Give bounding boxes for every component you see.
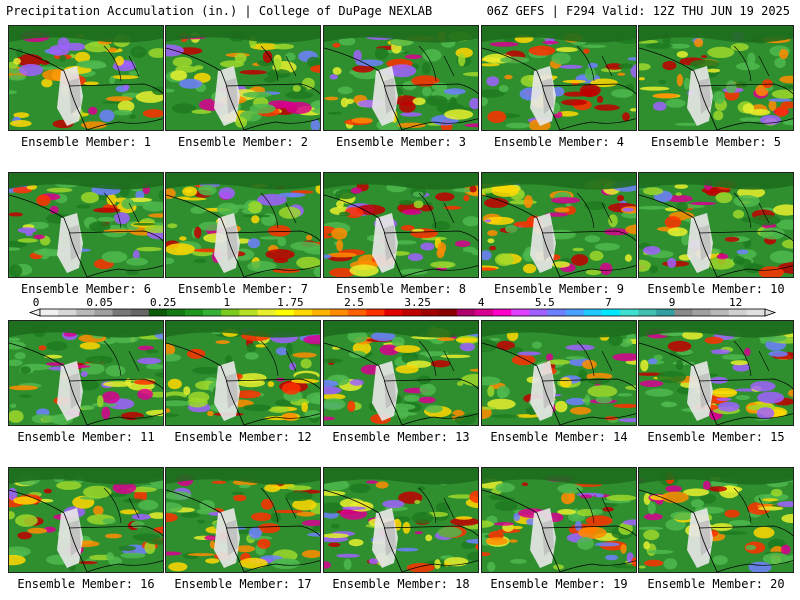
ensemble-map-panel bbox=[638, 25, 794, 131]
colorbar-swatch bbox=[547, 309, 566, 316]
colorbar-swatch bbox=[638, 309, 657, 316]
colorbar-tick-label: 5.5 bbox=[535, 296, 555, 309]
ensemble-map-panel bbox=[165, 172, 321, 278]
colorbar-swatch bbox=[366, 309, 385, 316]
ensemble-map-panel bbox=[481, 172, 637, 278]
ensemble-map-panel bbox=[638, 320, 794, 426]
colorbar-swatch bbox=[293, 309, 313, 316]
colorbar-swatch bbox=[185, 309, 204, 316]
colorbar-swatch bbox=[511, 309, 530, 316]
ensemble-map-panel bbox=[165, 467, 321, 573]
ensemble-map-panel bbox=[323, 172, 479, 278]
colorbar-swatch bbox=[239, 309, 258, 316]
ensemble-member-label: Ensemble Member: 16 bbox=[17, 577, 155, 591]
colorbar-swatch bbox=[456, 309, 476, 316]
ensemble-map-panel bbox=[323, 320, 479, 426]
colorbar-tick-label: 4 bbox=[478, 296, 485, 309]
ensemble-member-label: Ensemble Member: 4 bbox=[493, 135, 625, 149]
colorbar-swatch bbox=[94, 309, 113, 316]
ensemble-map-panel bbox=[165, 25, 321, 131]
colorbar-swatch bbox=[565, 309, 585, 316]
ensemble-map-panel bbox=[8, 25, 164, 131]
ensemble-member-label: Ensemble Member: 1 bbox=[20, 135, 152, 149]
precip-colorbar: 0 0.05 0.25 1 1.75 2.5 3.25 4 5.5 7 9 12 bbox=[28, 296, 777, 317]
colorbar-tick-label: 1 bbox=[223, 296, 230, 309]
colorbar-swatch bbox=[438, 309, 458, 316]
ensemble-member-label: Ensemble Member: 14 bbox=[490, 430, 628, 444]
colorbar-swatch bbox=[529, 309, 548, 316]
ensemble-map-panel bbox=[323, 467, 479, 573]
ensemble-member-label: Ensemble Member: 13 bbox=[332, 430, 470, 444]
colorbar-swatch bbox=[148, 309, 168, 316]
ensemble-member-label: Ensemble Member: 3 bbox=[335, 135, 467, 149]
ensemble-map-panel bbox=[481, 25, 637, 131]
colorbar-swatch bbox=[58, 309, 77, 316]
colorbar-swatch bbox=[674, 309, 693, 316]
ensemble-map-panel bbox=[638, 172, 794, 278]
ensemble-member-label: Ensemble Member: 15 bbox=[647, 430, 785, 444]
ensemble-member-label: Ensemble Member: 8 bbox=[335, 282, 467, 296]
colorbar-swatch bbox=[311, 309, 331, 316]
colorbar-swatch bbox=[420, 309, 440, 316]
colorbar-tick-label: 0.25 bbox=[150, 296, 177, 309]
ensemble-member-label: Ensemble Member: 18 bbox=[332, 577, 470, 591]
ensemble-member-label: Ensemble Member: 19 bbox=[490, 577, 628, 591]
colorbar-swatch bbox=[728, 309, 748, 316]
colorbar-swatch bbox=[601, 309, 621, 316]
ensemble-member-label: Ensemble Member: 11 bbox=[17, 430, 155, 444]
colorbar-swatch bbox=[475, 309, 494, 316]
colorbar-swatch bbox=[330, 309, 349, 316]
ensemble-map-panel bbox=[638, 467, 794, 573]
ensemble-member-label: Ensemble Member: 17 bbox=[174, 577, 312, 591]
colorbar-tick-label: 9 bbox=[669, 296, 676, 309]
colorbar-swatch bbox=[76, 309, 95, 316]
colorbar-swatch bbox=[275, 309, 295, 316]
colorbar-swatch bbox=[620, 309, 639, 316]
colorbar-swatch bbox=[257, 309, 276, 316]
colorbar-swatch bbox=[656, 309, 675, 316]
ensemble-member-label: Ensemble Member: 5 bbox=[650, 135, 782, 149]
ensemble-member-label: Ensemble Member: 6 bbox=[20, 282, 152, 296]
colorbar-swatch bbox=[583, 309, 603, 316]
ensemble-map-panel bbox=[481, 320, 637, 426]
colorbar-swatch bbox=[710, 309, 730, 316]
colorbar-swatch bbox=[221, 309, 240, 316]
colorbar-tick-label: 0.05 bbox=[86, 296, 113, 309]
ensemble-member-label: Ensemble Member: 9 bbox=[493, 282, 625, 296]
run-valid-time: 06Z GEFS | F294 Valid: 12Z THU JUN 19 20… bbox=[486, 4, 790, 18]
ensemble-member-label: Ensemble Member: 7 bbox=[177, 282, 309, 296]
ensemble-map-panel bbox=[323, 25, 479, 131]
ensemble-map-panel bbox=[8, 467, 164, 573]
colorbar-swatch bbox=[130, 309, 150, 316]
ensemble-member-label: Ensemble Member: 12 bbox=[174, 430, 312, 444]
colorbar-swatch bbox=[746, 309, 766, 316]
colorbar-tick-label: 3.25 bbox=[404, 296, 431, 309]
colorbar-left-arrow bbox=[28, 308, 41, 317]
colorbar-swatch bbox=[692, 309, 711, 316]
ensemble-member-label: Ensemble Member: 20 bbox=[647, 577, 785, 591]
colorbar-tick-label: 2.5 bbox=[344, 296, 364, 309]
ensemble-map-panel bbox=[165, 320, 321, 426]
ensemble-map-panel bbox=[481, 467, 637, 573]
ensemble-member-label: Ensemble Member: 10 bbox=[647, 282, 785, 296]
ensemble-map-panel bbox=[8, 172, 164, 278]
ensemble-map-panel bbox=[8, 320, 164, 426]
colorbar-tick-label: 12 bbox=[729, 296, 742, 309]
colorbar-swatch bbox=[348, 309, 367, 316]
colorbar-swatch bbox=[112, 309, 131, 316]
colorbar-swatch bbox=[166, 309, 186, 316]
colorbar-swatch bbox=[203, 309, 222, 316]
ensemble-member-label: Ensemble Member: 2 bbox=[177, 135, 309, 149]
colorbar-tick-label: 1.75 bbox=[277, 296, 304, 309]
colorbar-swatch bbox=[402, 309, 421, 316]
page-title: Precipitation Accumulation (in.) | Colle… bbox=[6, 4, 433, 18]
colorbar-swatch bbox=[40, 309, 59, 316]
colorbar-right-arrow bbox=[764, 308, 777, 317]
colorbar-tick-label: 7 bbox=[605, 296, 612, 309]
colorbar-swatch bbox=[493, 309, 512, 316]
colorbar-tick-label: 0 bbox=[33, 296, 40, 309]
colorbar-swatch bbox=[384, 309, 403, 316]
